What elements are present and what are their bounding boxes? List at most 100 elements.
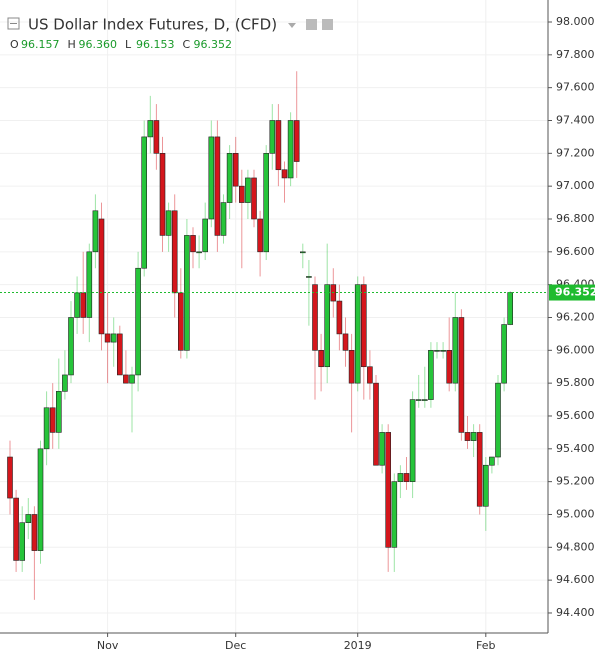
y-tick-label: 96.000 (556, 343, 595, 356)
candle-body (299, 251, 306, 254)
candle-body (507, 292, 514, 325)
collapse-icon[interactable] (7, 17, 20, 30)
candle-body (208, 136, 215, 220)
candle-body (49, 407, 56, 433)
candle-body (232, 153, 239, 187)
y-tick-label: 96.200 (556, 310, 595, 323)
candle-body (391, 481, 398, 548)
dropdown-arrow[interactable] (288, 23, 296, 28)
ohlc-key: L (125, 38, 132, 51)
y-tick-label: 95.200 (556, 475, 595, 488)
candle-body (74, 292, 80, 318)
y-tick-label: 95.600 (556, 409, 595, 422)
x-tick-label: Feb (476, 639, 495, 652)
candle-body (196, 251, 202, 254)
candle-body (165, 210, 172, 236)
candle-body (348, 350, 355, 384)
y-tick-label: 97.600 (556, 81, 595, 94)
ohlc-value: 96.157 (21, 38, 60, 51)
y-tick-label: 97.400 (556, 113, 595, 126)
candle-body (415, 399, 422, 401)
candle-body (110, 333, 117, 343)
candle-body (440, 350, 446, 352)
candle-body (489, 456, 495, 466)
candle-body (19, 522, 26, 561)
candle-body (464, 432, 471, 441)
candle-body (476, 432, 483, 507)
candle-body (324, 284, 331, 368)
ohlc-key: C (183, 38, 191, 51)
candle-body (409, 399, 416, 482)
candle-body (68, 317, 74, 376)
candle-body (220, 202, 227, 236)
y-tick-label: 94.600 (556, 573, 595, 586)
ohlc-key: O (10, 38, 19, 51)
format-icon[interactable] (322, 19, 333, 30)
candle-body (117, 333, 123, 376)
candle-body (159, 153, 166, 236)
ohlc-value: 96.360 (79, 38, 118, 51)
candle-body (123, 374, 129, 384)
ohlc-value: 96.153 (136, 38, 175, 51)
y-tick-label: 94.400 (556, 606, 595, 619)
y-tick-label: 97.800 (556, 48, 595, 61)
candle-body (7, 456, 13, 499)
candle-body (245, 177, 251, 203)
candle-body (458, 317, 465, 433)
candle-body (367, 366, 373, 384)
y-tick-label: 96.800 (556, 212, 595, 225)
candle-body (434, 350, 440, 352)
candle-body (470, 432, 477, 441)
candle-body (202, 218, 208, 253)
ohlc-key: H (68, 38, 76, 51)
candle-body (421, 399, 428, 401)
candle-body (147, 120, 154, 138)
candle-body (354, 284, 361, 384)
last-price-label: 96.352 (555, 286, 597, 299)
ohlc-value: 96.352 (194, 38, 233, 51)
candle-body (275, 120, 282, 171)
candle-body (251, 177, 257, 220)
candle-body (178, 292, 184, 351)
candle-body (452, 317, 459, 384)
x-tick-label: Dec (225, 639, 246, 652)
candle-body (129, 374, 135, 384)
candle-body (482, 464, 489, 507)
candle-body (190, 235, 196, 253)
chart-title: US Dollar Index Futures, D, (CFD) (28, 16, 277, 34)
candle-body (226, 153, 233, 203)
candle-body (446, 350, 453, 384)
y-tick-label: 98.000 (556, 15, 595, 28)
candle-body (269, 120, 276, 154)
candle-body (37, 448, 44, 551)
candle-body (342, 333, 349, 351)
y-tick-label: 97.200 (556, 146, 595, 159)
settings-icon[interactable] (306, 19, 317, 30)
candle-body (104, 333, 111, 343)
candle-body (86, 251, 93, 318)
candle-body (13, 497, 19, 561)
candle-body (98, 218, 105, 335)
candle-body (263, 153, 270, 253)
y-tick-label: 95.800 (556, 376, 595, 389)
candle-body (287, 120, 294, 179)
candle-body (403, 473, 410, 482)
candle-body (153, 120, 160, 154)
ohlc-legend: O 96.157 H 96.360 L 96.153 C 96.352 (10, 38, 232, 51)
candle-body (360, 284, 367, 368)
candle-body (281, 169, 288, 179)
candle-body (135, 267, 141, 376)
candle-body (92, 210, 99, 253)
candle-body (306, 276, 312, 278)
candle-body (379, 432, 385, 466)
candle-body (31, 514, 38, 551)
candle-body (214, 136, 221, 236)
candle-body (55, 391, 62, 433)
candle-body (373, 382, 379, 466)
y-tick-label: 95.000 (556, 507, 595, 520)
candle-body (80, 292, 86, 318)
candle-body (239, 185, 245, 203)
